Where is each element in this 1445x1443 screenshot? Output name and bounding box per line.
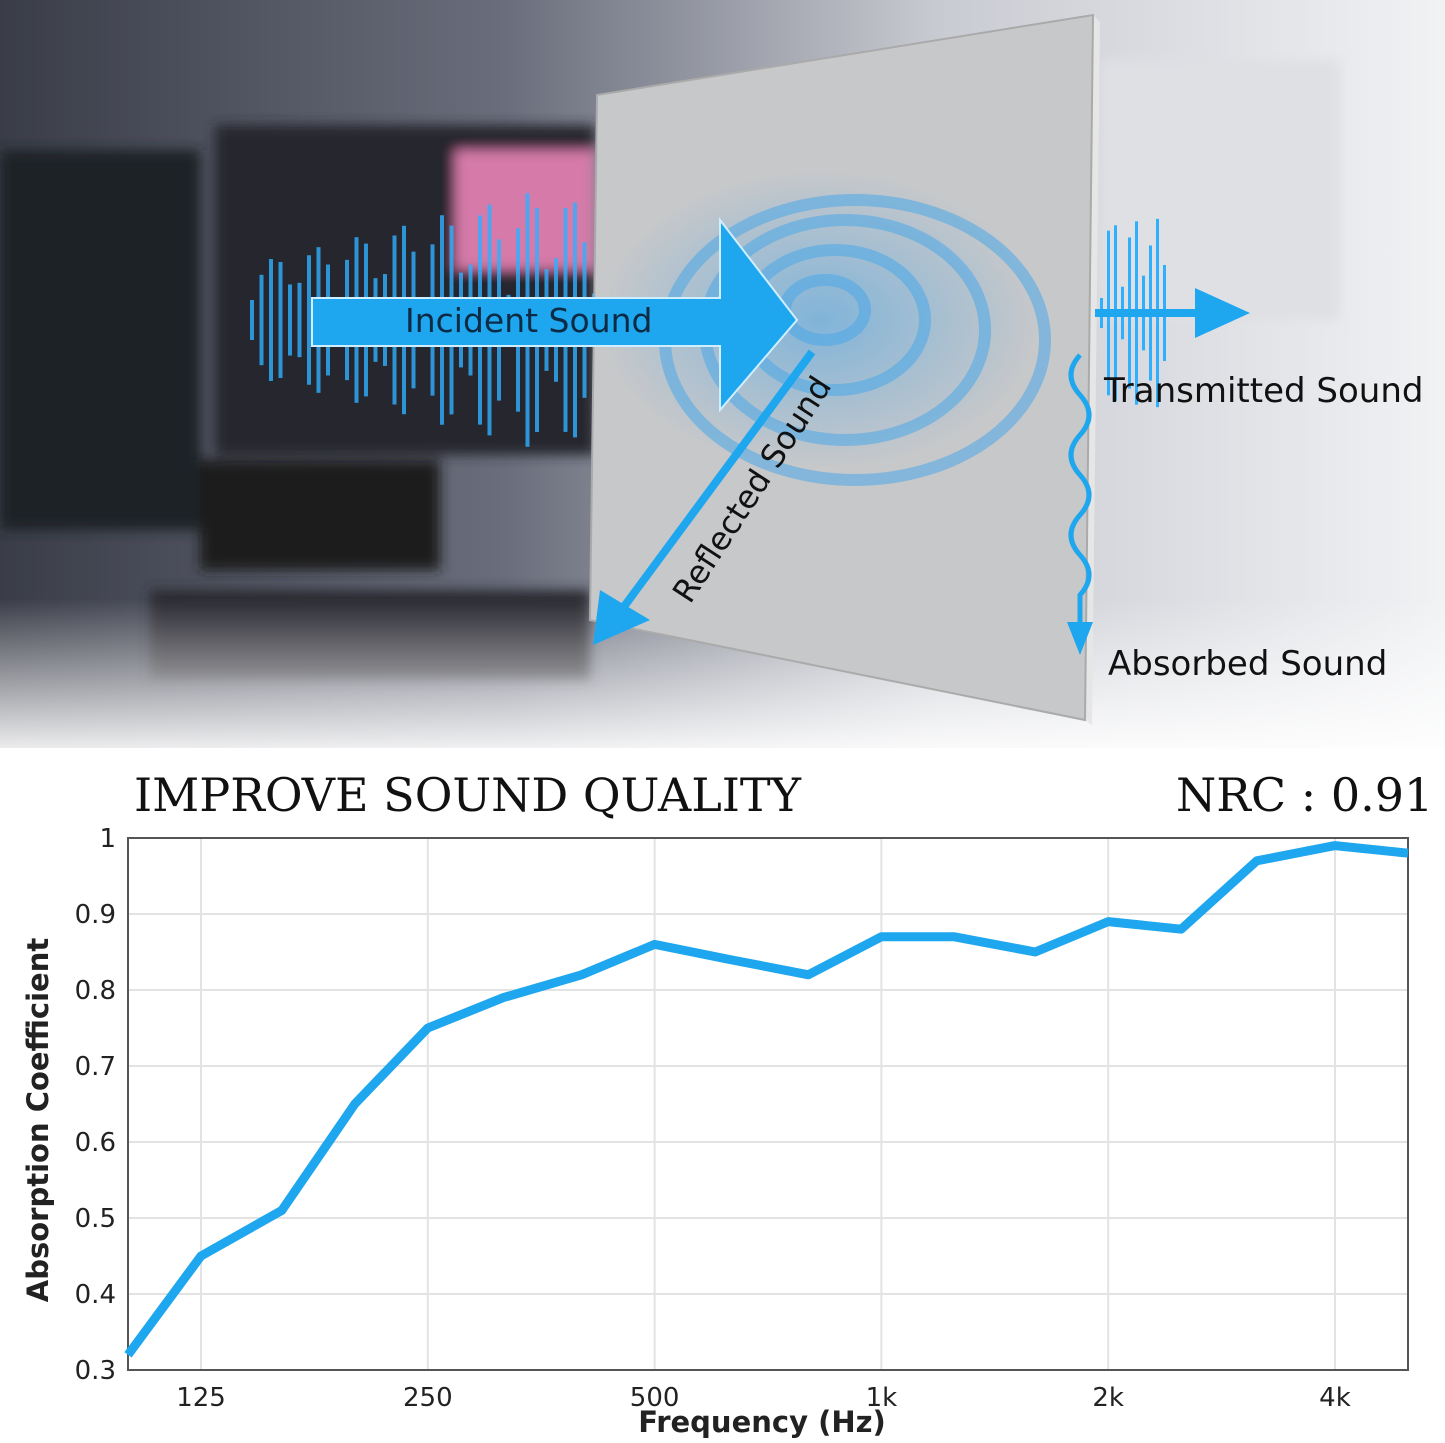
wave-bar — [250, 300, 254, 340]
y-tick-label: 0.3 — [75, 1356, 116, 1386]
x-tick-label: 1k — [866, 1383, 898, 1413]
acoustic-panel — [588, 13, 1100, 725]
x-axis-label: Frequency (Hz) — [638, 1405, 886, 1439]
y-tick-label: 0.8 — [75, 976, 116, 1006]
y-tick-label: 0.7 — [75, 1052, 116, 1082]
x-tick-label: 4k — [1319, 1383, 1351, 1413]
x-tick-label: 250 — [403, 1383, 453, 1413]
transmitted-label: Transmitted Sound — [1103, 371, 1423, 411]
grid — [128, 837, 1408, 1371]
wave-bar — [278, 262, 283, 378]
wave-bar — [269, 259, 273, 381]
sound-absorption-illustration: Incident Sound Reflected Sound Transmitt… — [0, 0, 1445, 748]
heading: IMPROVE SOUND QUALITY — [134, 768, 801, 822]
y-ticks: 0.3 0.4 0.5 0.6 0.7 0.8 0.9 1 — [75, 824, 116, 1386]
x-tick-label: 125 — [176, 1383, 226, 1413]
y-tick-label: 0.6 — [75, 1128, 116, 1158]
x-tick-label: 2k — [1092, 1383, 1124, 1413]
series-line — [124, 841, 1409, 1358]
absorption-chart: 0.3 0.4 0.5 0.6 0.7 0.8 0.9 1 125 250 500 1k 2k 4k F… — [21, 824, 1409, 1439]
reflected-arrow — [593, 349, 816, 645]
absorbed-arrow — [1067, 353, 1093, 655]
x-tick-label: 500 — [630, 1383, 680, 1413]
wave-bar — [297, 282, 302, 358]
transmitted-arrow — [1095, 288, 1250, 338]
incident-arrow — [311, 217, 799, 413]
x-ticks: 125 250 500 1k 2k 4k — [176, 1383, 1351, 1413]
wave-bar — [259, 274, 264, 366]
data-points — [127, 845, 1409, 1355]
y-axis-label: Absorption Coefficient — [21, 938, 55, 1303]
y-tick-label: 0.9 — [75, 900, 116, 930]
nrc-value: NRC : 0.91 — [1176, 768, 1434, 822]
wave-bar — [307, 255, 311, 385]
absorbed-label: Absorbed Sound — [1108, 644, 1387, 684]
y-tick-label: 1 — [99, 824, 116, 854]
wave-bar — [288, 284, 292, 356]
y-tick-label: 0.4 — [75, 1280, 116, 1310]
incident-label: Incident Sound — [405, 301, 652, 340]
plot-frame — [127, 837, 1409, 1371]
y-tick-label: 0.5 — [75, 1204, 116, 1234]
